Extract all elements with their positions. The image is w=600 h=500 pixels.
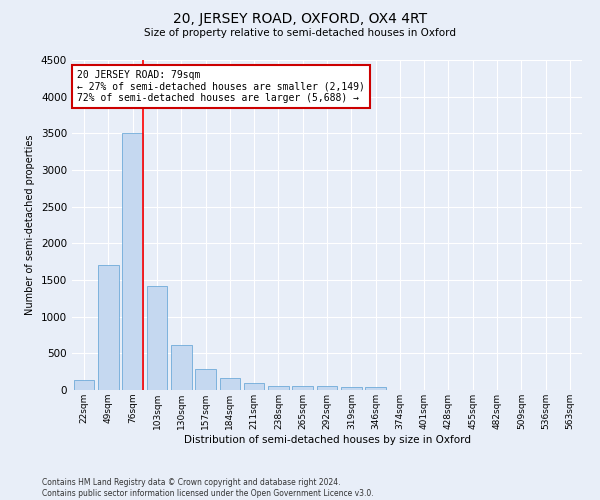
Bar bbox=[317, 386, 337, 390]
Y-axis label: Number of semi-detached properties: Number of semi-detached properties bbox=[25, 134, 35, 316]
Bar bbox=[220, 378, 240, 390]
Text: Size of property relative to semi-detached houses in Oxford: Size of property relative to semi-detach… bbox=[144, 28, 456, 38]
Text: Contains HM Land Registry data © Crown copyright and database right 2024.
Contai: Contains HM Land Registry data © Crown c… bbox=[42, 478, 374, 498]
Bar bbox=[195, 370, 216, 390]
Bar bbox=[268, 386, 289, 390]
Bar bbox=[292, 386, 313, 390]
Text: 20, JERSEY ROAD, OXFORD, OX4 4RT: 20, JERSEY ROAD, OXFORD, OX4 4RT bbox=[173, 12, 427, 26]
Bar bbox=[244, 384, 265, 390]
Bar bbox=[74, 380, 94, 390]
Bar bbox=[365, 388, 386, 390]
Bar bbox=[122, 134, 143, 390]
Bar bbox=[146, 286, 167, 390]
Bar bbox=[341, 388, 362, 390]
Bar bbox=[171, 344, 191, 390]
Text: 20 JERSEY ROAD: 79sqm
← 27% of semi-detached houses are smaller (2,149)
72% of s: 20 JERSEY ROAD: 79sqm ← 27% of semi-deta… bbox=[77, 70, 365, 103]
X-axis label: Distribution of semi-detached houses by size in Oxford: Distribution of semi-detached houses by … bbox=[184, 434, 470, 444]
Bar bbox=[98, 266, 119, 390]
